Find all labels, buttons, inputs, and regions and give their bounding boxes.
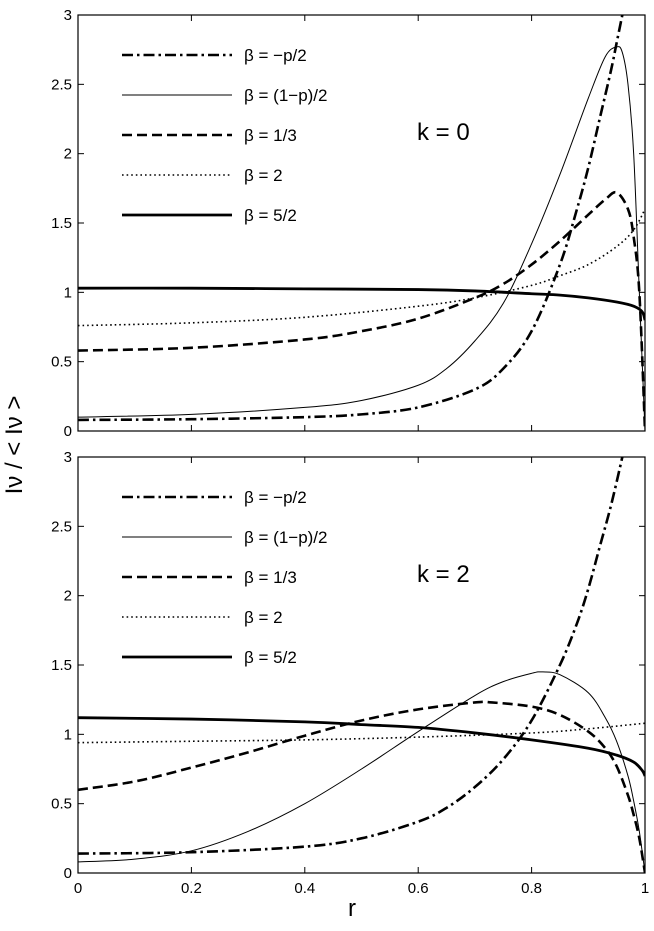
- y-tick-label: 1: [64, 284, 72, 301]
- panel-top: 00.511.522.53β = −p/2β = (1−p)/2β = 1/3β…: [51, 7, 646, 440]
- series-line-4: [78, 722, 645, 744]
- y-tick-label: 0.5: [51, 354, 72, 371]
- y-tick-label: 2: [64, 146, 72, 163]
- y-tick-label: 3: [64, 449, 72, 466]
- y-axis-label: Iν / < Iν >: [1, 396, 28, 495]
- series-line-2: [78, 671, 645, 873]
- y-tick-label: 2: [64, 588, 72, 605]
- y-tick-label: 2.5: [51, 76, 72, 93]
- panel-bottom: 0 0.2 0.4 0.6 0.8 1 0 0.5 1 1.5 2 2.5 3 β = −p/2 β = (…: [51, 449, 649, 897]
- series-line-3: [78, 700, 645, 873]
- x-axis-label: r: [348, 895, 356, 922]
- series-line-5: [78, 286, 645, 321]
- series-line-5: [78, 716, 645, 777]
- legend-label: β = 5/2: [244, 206, 297, 225]
- y-tick-label: 1.5: [51, 215, 72, 232]
- series-line-3: [78, 190, 645, 431]
- axes-frame: [77, 14, 646, 432]
- series-line-2: [78, 46, 645, 431]
- series-group: [78, 457, 645, 873]
- legend-label: β = 2: [244, 608, 283, 627]
- panel-label: k = 0: [417, 119, 470, 146]
- y-tick-label: 1.5: [51, 657, 72, 674]
- x-tick-label: 0.4: [294, 880, 315, 897]
- legend-label: β = 1/3: [244, 568, 297, 587]
- legend-label: β = 1/3: [244, 126, 297, 145]
- panel-label: k = 2: [417, 561, 470, 588]
- x-tick-label: 0.8: [521, 880, 542, 897]
- series-line-1: [78, 15, 624, 422]
- legend-label: β = −p/2: [244, 488, 307, 507]
- x-tick-label: 0.6: [408, 880, 429, 897]
- x-tick-label: 1: [641, 880, 649, 897]
- series-group: [78, 15, 645, 431]
- legend: β = −p/2 β = (1−p)/2 β = 1/3 β = 2 β = 5/2: [122, 46, 328, 225]
- legend-label: β = 5/2: [244, 648, 297, 667]
- y-tick-label: 0: [64, 865, 72, 882]
- x-tick-label: 0.2: [181, 880, 202, 897]
- legend-label: β = 2: [244, 166, 283, 185]
- legend-label: β = (1−p)/2: [244, 86, 328, 105]
- y-tick-label: 1: [64, 726, 72, 743]
- series-line-1: [78, 457, 624, 855]
- x-tick-label: 0: [74, 880, 82, 897]
- y-tick-label: 3: [64, 7, 72, 24]
- legend-label: β = −p/2: [244, 46, 307, 65]
- series-line-4: [78, 208, 645, 327]
- y-tick-label: 0: [64, 423, 72, 440]
- legend: β = −p/2 β = (1−p)/2 β = 1/3 β = 2 β = 5/2: [122, 488, 328, 667]
- legend-label: β = (1−p)/2: [244, 528, 328, 547]
- y-tick-label: 0.5: [51, 796, 72, 813]
- y-tick-label: 2.5: [51, 518, 72, 535]
